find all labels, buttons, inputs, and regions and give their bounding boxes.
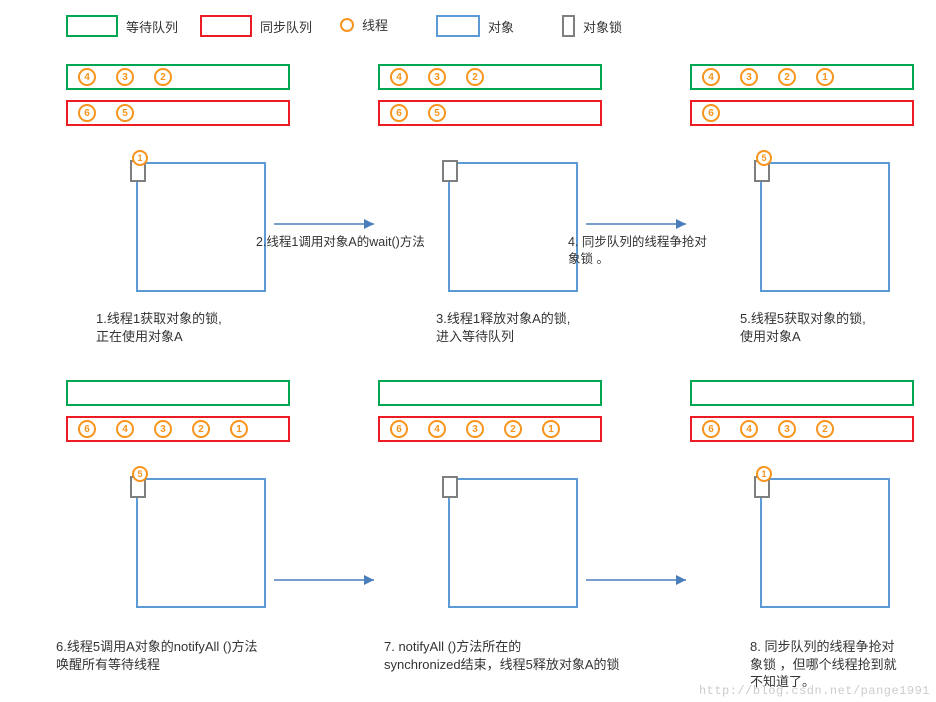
- thread-circle: 2: [504, 420, 522, 438]
- legend-thread-label: 线程: [362, 15, 388, 34]
- thread-circle: 3: [154, 420, 172, 438]
- panel-caption: 1.线程1获取对象的锁, 正在使用对象A: [96, 310, 376, 345]
- legend-object: 对象: [436, 15, 514, 37]
- thread-circle: 6: [390, 104, 408, 122]
- legend-thread-swatch: [340, 18, 354, 32]
- thread-circle: 4: [116, 420, 134, 438]
- legend-thread: 线程: [340, 15, 388, 34]
- thread-circle: 6: [390, 420, 408, 438]
- legend-sync-label: 同步队列: [260, 17, 312, 36]
- thread-circle: 3: [116, 68, 134, 86]
- panel-caption: 6.线程5调用A对象的notifyAll ()方法 唤醒所有等待线程: [56, 638, 336, 673]
- wait-queue: 4 3 2: [66, 64, 290, 90]
- thread-circle: 2: [192, 420, 210, 438]
- legend-object-swatch: [436, 15, 480, 37]
- object-box: [760, 162, 890, 292]
- arrow-icon: [274, 216, 386, 232]
- wait-queue: [690, 380, 914, 406]
- sync-queue: 6: [690, 100, 914, 126]
- thread-circle: 1: [230, 420, 248, 438]
- thread-circle: 2: [778, 68, 796, 86]
- arrow-icon: [586, 216, 698, 232]
- wait-queue: [66, 380, 290, 406]
- thread-circle: 6: [702, 420, 720, 438]
- thread-circle: 4: [740, 420, 758, 438]
- wait-queue: [378, 380, 602, 406]
- arrow-label: 4. 同步队列的线程争抢对 象锁 。: [568, 234, 768, 268]
- thread-circle: 2: [154, 68, 172, 86]
- thread-circle: 2: [816, 420, 834, 438]
- thread-circle: 3: [778, 420, 796, 438]
- sync-queue: 6 4 3 2 1: [66, 416, 290, 442]
- thread-circle: 4: [390, 68, 408, 86]
- thread-circle: 5: [132, 466, 148, 482]
- watermark-text: http://blog.csdn.net/pange1991: [699, 684, 930, 698]
- sync-queue: 65: [378, 100, 602, 126]
- thread-circle: 1: [132, 150, 148, 166]
- legend-lock-swatch: [562, 15, 575, 37]
- thread-circle: 6: [78, 420, 96, 438]
- thread-circle: 4: [702, 68, 720, 86]
- thread-circle: 4: [78, 68, 96, 86]
- legend-wait-queue: 等待队列: [66, 15, 178, 37]
- object-box: [760, 478, 890, 608]
- panel-caption: 8. 同步队列的线程争抢对 象锁 ，但哪个线程抢到就 不知道了。: [750, 638, 936, 691]
- thread-circle: 1: [542, 420, 560, 438]
- legend-lock-label: 对象锁: [583, 17, 622, 36]
- object-box: [136, 478, 266, 608]
- legend-wait-swatch: [66, 15, 118, 37]
- thread-circle: 5: [756, 150, 772, 166]
- thread-circle: 3: [428, 68, 446, 86]
- thread-circle: 6: [78, 104, 96, 122]
- panel-caption: 3.线程1释放对象A的锁, 进入等待队列: [436, 310, 716, 345]
- arrow-icon: [274, 572, 386, 588]
- legend-sync-swatch: [200, 15, 252, 37]
- arrow-icon: [586, 572, 698, 588]
- sync-queue: 6 4 3 2: [690, 416, 914, 442]
- object-box: [448, 162, 578, 292]
- sync-queue: 6 4 3 2 1: [378, 416, 602, 442]
- legend-wait-label: 等待队列: [126, 17, 178, 36]
- thread-circle: 2: [466, 68, 484, 86]
- thread-circle: 1: [756, 466, 772, 482]
- lock-box: [442, 160, 458, 182]
- thread-circle: 3: [466, 420, 484, 438]
- thread-circle: 6: [702, 104, 720, 122]
- object-box: [136, 162, 266, 292]
- legend-lock: 对象锁: [562, 15, 622, 37]
- thread-circle: 1: [816, 68, 834, 86]
- thread-circle: 3: [740, 68, 758, 86]
- lock-box: [442, 476, 458, 498]
- thread-circle: 5: [428, 104, 446, 122]
- panel-caption: 7. notifyAll ()方法所在的 synchronized结束，线程5释…: [384, 638, 664, 673]
- thread-circle: 4: [428, 420, 446, 438]
- legend-sync-queue: 同步队列: [200, 15, 312, 37]
- thread-circle: 5: [116, 104, 134, 122]
- panel-caption: 5.线程5获取对象的锁, 使用对象A: [740, 310, 936, 345]
- object-box: [448, 478, 578, 608]
- legend-object-label: 对象: [488, 17, 514, 36]
- sync-queue: 65: [66, 100, 290, 126]
- wait-queue: 4 3 2 1: [690, 64, 914, 90]
- wait-queue: 4 3 2: [378, 64, 602, 90]
- arrow-label: 2.线程1调用对象A的wait()方法: [256, 234, 456, 251]
